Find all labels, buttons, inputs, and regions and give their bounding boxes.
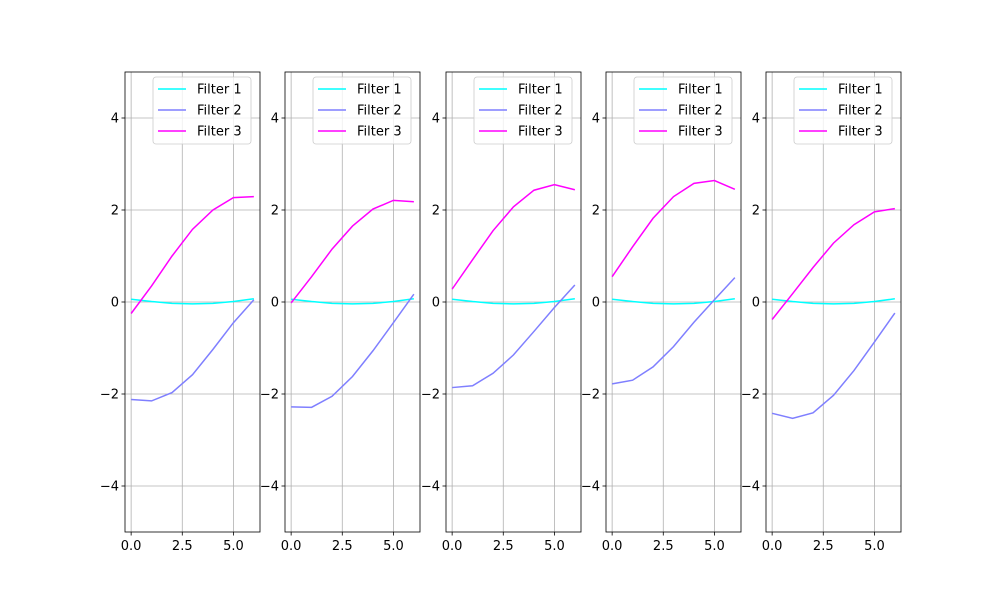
legend-label-filter-2: Filter 2 [197,104,242,119]
x-tick-label: 0.0 [602,539,623,554]
y-tick-label: −2 [581,388,600,403]
x-tick-label: 2.5 [172,539,193,554]
legend: Filter 1 Filter 2 Filter 3 [793,76,893,145]
legend-label-filter-1: Filter 1 [838,83,883,98]
y-tick-label: 2 [592,204,600,219]
series-line-filter-2 [612,277,736,385]
series-line-filter-1 [612,298,735,305]
y-tick-label: 0 [111,296,119,311]
legend-label-filter-1: Filter 1 [678,83,723,98]
legend-label-filter-3: Filter 3 [357,125,402,140]
series-line-filter-3 [451,183,576,290]
y-tick-label: 2 [111,204,119,219]
series-line-filter-3 [611,179,736,278]
subplot-5: 0.0 2.5 5.0 −4 −2 0 2 4 Filter 1 Filter 2 Filter 3 [741,71,902,554]
y-tick-label: −4 [741,480,760,495]
series-line-filter-2 [131,299,255,402]
y-tick-label: 4 [432,112,440,127]
legend-label-filter-1: Filter 1 [518,83,563,98]
subplot-3: 0.0 2.5 5.0 −4 −2 0 2 4 Filter 1 Filter 2 Filter 3 [421,71,582,554]
y-tick-label: −4 [581,480,600,495]
legend-box [312,76,412,145]
y-tick-label: 4 [271,112,279,127]
y-tick-label: 4 [752,112,760,127]
y-tick-label: 2 [432,204,440,219]
legend-label-filter-3: Filter 3 [518,125,563,140]
x-tick-label: 0.0 [442,539,463,554]
legend-box [152,76,252,145]
x-tick-label: 2.5 [332,539,353,554]
y-tick-label: 2 [271,204,279,219]
x-tick-label: 0.0 [121,539,142,554]
x-tick-label: 2.5 [493,539,514,554]
y-tick-label: −2 [421,388,440,403]
x-tick-label: 5.0 [223,539,244,554]
legend-label-filter-1: Filter 1 [357,83,402,98]
legend-label-filter-3: Filter 3 [838,125,883,140]
legend-label-filter-2: Filter 2 [357,104,402,119]
subplot-4: 0.0 2.5 5.0 −4 −2 0 2 4 Filter 1 Filter 2 Filter 3 [581,71,742,554]
x-tick-label: 2.5 [813,539,834,554]
series-line-filter-2 [291,293,415,409]
subplot-2: 0.0 2.5 5.0 −4 −2 0 2 4 Filter 1 Filter 2 Filter 3 [260,71,421,554]
legend: Filter 1 Filter 2 Filter 3 [473,76,573,145]
series-line-filter-2 [452,284,576,389]
y-tick-label: −2 [741,388,760,403]
series-line-filter-3 [771,207,895,320]
y-tick-label: 4 [592,112,600,127]
legend-label-filter-2: Filter 2 [838,104,883,119]
legend: Filter 1 Filter 2 Filter 3 [312,76,412,145]
legend-box [793,76,893,145]
y-tick-label: 0 [752,296,760,311]
legend-box [633,76,733,145]
series-line-filter-2 [771,312,896,420]
x-tick-label: 5.0 [704,539,725,554]
series-line-filter-1 [452,298,575,305]
legend: Filter 1 Filter 2 Filter 3 [633,76,733,145]
y-tick-label: 0 [592,296,600,311]
y-tick-label: −2 [260,388,279,403]
y-tick-label: −4 [260,480,279,495]
y-tick-label: −4 [421,480,440,495]
subplot-1: 0.0 2.5 5.0 −4 −2 0 2 4 Filter 1 Filter 2 Filter 3 [100,71,261,554]
y-tick-label: 0 [432,296,440,311]
legend-label-filter-3: Filter 3 [197,125,242,140]
x-tick-label: 0.0 [281,539,302,554]
y-tick-label: −4 [100,480,119,495]
y-tick-label: 0 [271,296,279,311]
y-tick-label: −2 [100,388,119,403]
series-line-filter-1 [772,298,895,305]
legend-box [473,76,573,145]
series-line-filter-1 [131,298,254,305]
series-line-filter-1 [291,298,414,305]
legend: Filter 1 Filter 2 Filter 3 [152,76,252,145]
legend-label-filter-1: Filter 1 [197,83,242,98]
x-tick-label: 0.0 [762,539,783,554]
legend-label-filter-3: Filter 3 [678,125,723,140]
x-tick-label: 5.0 [383,539,404,554]
x-tick-label: 2.5 [653,539,674,554]
y-tick-label: 4 [111,112,119,127]
x-tick-label: 5.0 [544,539,565,554]
y-tick-label: 2 [752,204,760,219]
series-line-filter-3 [290,199,414,304]
series-line-filter-3 [130,195,254,314]
legend-label-filter-2: Filter 2 [518,104,563,119]
legend-label-filter-2: Filter 2 [678,104,723,119]
x-tick-label: 5.0 [864,539,885,554]
